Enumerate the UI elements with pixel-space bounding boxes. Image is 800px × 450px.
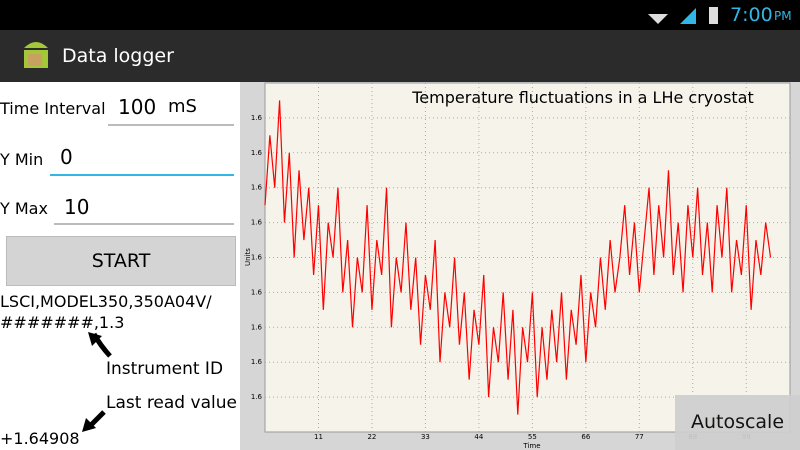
app-title: Data logger <box>62 45 174 67</box>
instrument-id-line2: #######,1.3 <box>0 313 125 332</box>
y-tick-label: 1.6 <box>251 219 263 227</box>
y-tick-label: 1.6 <box>251 358 263 366</box>
chart: Units Time 1.6 1.6 1.6 1.6 1.6 1.6 1.6 1.6 1.6 11… <box>240 82 800 450</box>
x-axis-label: Time <box>522 442 540 450</box>
y-tick-label: 1.6 <box>251 254 263 262</box>
ymin-label: Y Min <box>0 150 44 169</box>
ymin-field[interactable] <box>50 164 234 176</box>
ymax-label: Y Max <box>0 199 48 218</box>
signal-icon <box>680 8 696 24</box>
x-tick-label: 77 <box>635 433 644 441</box>
x-tick-label: 66 <box>581 433 590 441</box>
instrument-id-caption: Instrument ID <box>106 359 224 379</box>
plot-area <box>264 82 791 433</box>
wifi-icon <box>648 14 668 24</box>
y-tick-label: 1.6 <box>251 184 263 192</box>
y-tick-label: 1.6 <box>251 323 263 331</box>
interval-value[interactable]: 100 <box>118 95 157 119</box>
x-tick-label: 11 <box>314 433 323 441</box>
status-bar: 7:00 PM <box>0 0 800 30</box>
x-tick-label: 22 <box>367 433 376 441</box>
instrument-id-line1: LSCI,MODEL350,350A04V/ <box>0 292 212 311</box>
interval-field[interactable] <box>108 114 234 126</box>
battery-icon <box>709 7 718 24</box>
ymax-field[interactable] <box>54 213 234 225</box>
last-value-caption: Last read value <box>106 393 237 413</box>
y-tick-label: 1.6 <box>251 149 263 157</box>
action-bar: Data logger <box>0 30 800 82</box>
clock-ampm: PM <box>774 9 792 23</box>
y-axis-label: Units <box>244 248 252 266</box>
chart-title: Temperature fluctuations in a LHe cryost… <box>411 88 754 107</box>
start-button[interactable]: START <box>6 236 236 286</box>
interval-label: Time Interval <box>0 99 106 118</box>
status-icons <box>648 7 718 24</box>
x-tick-label: 55 <box>528 433 537 441</box>
x-tick-label: 33 <box>421 433 430 441</box>
autoscale-button[interactable]: Autoscale <box>675 395 800 450</box>
y-tick-label: 1.6 <box>251 288 263 296</box>
interval-unit: mS <box>168 96 197 117</box>
x-tick-label: 44 <box>474 433 483 441</box>
clock: 7:00 <box>730 4 773 26</box>
y-tick-label: 1.6 <box>251 393 263 401</box>
app-icon <box>24 42 48 68</box>
data-line <box>264 100 772 415</box>
y-tick-label: 1.6 <box>251 114 263 122</box>
ymin-value[interactable]: 0 <box>60 145 73 169</box>
last-value: +1.64908 <box>0 429 80 448</box>
ymax-value[interactable]: 10 <box>64 195 90 219</box>
